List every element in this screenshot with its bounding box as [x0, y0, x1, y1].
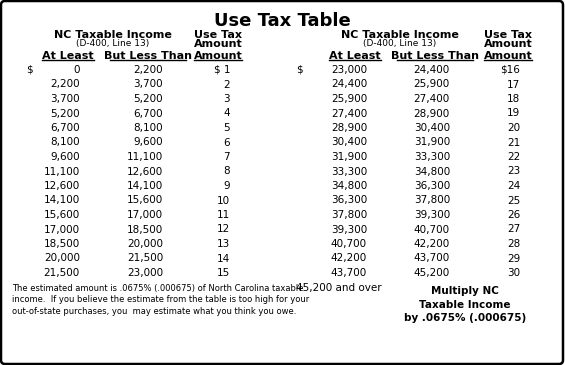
Text: 9,600: 9,600 [50, 152, 80, 162]
Text: 37,800: 37,800 [414, 196, 450, 205]
Text: 2,200: 2,200 [133, 65, 163, 75]
Text: 13: 13 [217, 239, 230, 249]
Text: 25: 25 [507, 196, 520, 205]
Text: 3,700: 3,700 [133, 80, 163, 89]
Text: 28,900: 28,900 [414, 108, 450, 119]
Text: 40,700: 40,700 [331, 239, 367, 249]
Text: 5: 5 [223, 123, 230, 133]
Text: 39,300: 39,300 [331, 224, 367, 234]
Text: 33,300: 33,300 [414, 152, 450, 162]
Text: 23,000: 23,000 [127, 268, 163, 278]
Text: $ 1: $ 1 [214, 65, 230, 75]
Text: 14,100: 14,100 [44, 196, 80, 205]
Text: 11,100: 11,100 [44, 166, 80, 177]
Text: 9: 9 [223, 181, 230, 191]
Text: 5,200: 5,200 [50, 108, 80, 119]
Text: 17,000: 17,000 [44, 224, 80, 234]
Text: 7: 7 [223, 152, 230, 162]
Text: 36,300: 36,300 [414, 181, 450, 191]
Text: 31,900: 31,900 [414, 138, 450, 147]
Text: 29: 29 [507, 254, 520, 264]
Text: 23: 23 [507, 166, 520, 177]
Text: 22: 22 [507, 152, 520, 162]
Text: 43,700: 43,700 [414, 254, 450, 264]
Text: 14,100: 14,100 [127, 181, 163, 191]
Text: 21,500: 21,500 [44, 268, 80, 278]
Text: 31,900: 31,900 [331, 152, 367, 162]
Text: 28: 28 [507, 239, 520, 249]
Text: 20: 20 [507, 123, 520, 133]
Text: 24,400: 24,400 [414, 65, 450, 75]
Text: 15,600: 15,600 [44, 210, 80, 220]
Text: Amount: Amount [484, 39, 532, 49]
Text: $: $ [296, 65, 303, 75]
Text: 30,400: 30,400 [414, 123, 450, 133]
Text: 6,700: 6,700 [50, 123, 80, 133]
Text: Use Tax: Use Tax [194, 30, 242, 40]
Text: 25,900: 25,900 [414, 80, 450, 89]
Text: 18,500: 18,500 [127, 224, 163, 234]
Text: 18,500: 18,500 [44, 239, 80, 249]
Text: 27: 27 [507, 224, 520, 234]
Text: 33,300: 33,300 [331, 166, 367, 177]
Text: 19: 19 [507, 108, 520, 119]
Text: 26: 26 [507, 210, 520, 220]
Text: 8: 8 [223, 166, 230, 177]
Text: (D-400, Line 13): (D-400, Line 13) [76, 39, 150, 48]
Text: Amount: Amount [194, 39, 242, 49]
Text: 18: 18 [507, 94, 520, 104]
Text: 43,700: 43,700 [331, 268, 367, 278]
Text: 34,800: 34,800 [414, 166, 450, 177]
Text: 27,400: 27,400 [414, 94, 450, 104]
Text: 28,900: 28,900 [331, 123, 367, 133]
Text: Use Tax: Use Tax [484, 30, 532, 40]
Text: The estimated amount is .0675% (.000675) of North Carolina taxable
income.  If y: The estimated amount is .0675% (.000675)… [12, 284, 309, 316]
Text: 20,000: 20,000 [44, 254, 80, 264]
Text: But Less Than: But Less Than [391, 51, 479, 61]
Text: $16: $16 [500, 65, 520, 75]
Text: 23,000: 23,000 [331, 65, 367, 75]
Text: 12,600: 12,600 [44, 181, 80, 191]
Text: 10: 10 [217, 196, 230, 205]
Text: Amount: Amount [194, 51, 242, 61]
Text: At Least: At Least [42, 51, 94, 61]
Text: But Less Than: But Less Than [104, 51, 192, 61]
Text: 21,500: 21,500 [127, 254, 163, 264]
Text: NC Taxable Income: NC Taxable Income [54, 30, 172, 40]
Text: 15,600: 15,600 [127, 196, 163, 205]
Text: 12: 12 [217, 224, 230, 234]
Text: 15: 15 [217, 268, 230, 278]
Text: 30,400: 30,400 [331, 138, 367, 147]
Text: 42,200: 42,200 [414, 239, 450, 249]
Text: 24,400: 24,400 [331, 80, 367, 89]
Text: 11: 11 [217, 210, 230, 220]
Text: 27,400: 27,400 [331, 108, 367, 119]
Text: 45,200 and over: 45,200 and over [296, 284, 381, 293]
Text: 45,200: 45,200 [414, 268, 450, 278]
Text: 12,600: 12,600 [127, 166, 163, 177]
Text: Multiply NC
Taxable Income
by .0675% (.000675): Multiply NC Taxable Income by .0675% (.0… [404, 287, 526, 323]
Text: 8,100: 8,100 [50, 138, 80, 147]
Text: 8,100: 8,100 [133, 123, 163, 133]
Text: 24: 24 [507, 181, 520, 191]
Text: Amount: Amount [484, 51, 532, 61]
Text: 9,600: 9,600 [133, 138, 163, 147]
Text: Use Tax Table: Use Tax Table [214, 12, 350, 30]
Text: 3: 3 [223, 94, 230, 104]
Text: 20,000: 20,000 [127, 239, 163, 249]
Text: 0: 0 [73, 65, 80, 75]
Text: 14: 14 [217, 254, 230, 264]
Text: At Least: At Least [329, 51, 381, 61]
Text: 30: 30 [507, 268, 520, 278]
Text: 21: 21 [507, 138, 520, 147]
Text: 25,900: 25,900 [331, 94, 367, 104]
Text: 2,200: 2,200 [50, 80, 80, 89]
Text: 5,200: 5,200 [133, 94, 163, 104]
Text: 6,700: 6,700 [133, 108, 163, 119]
Text: NC Taxable Income: NC Taxable Income [341, 30, 459, 40]
Text: (D-400, Line 13): (D-400, Line 13) [363, 39, 437, 48]
Text: 3,700: 3,700 [50, 94, 80, 104]
Text: 11,100: 11,100 [127, 152, 163, 162]
Text: 17,000: 17,000 [127, 210, 163, 220]
